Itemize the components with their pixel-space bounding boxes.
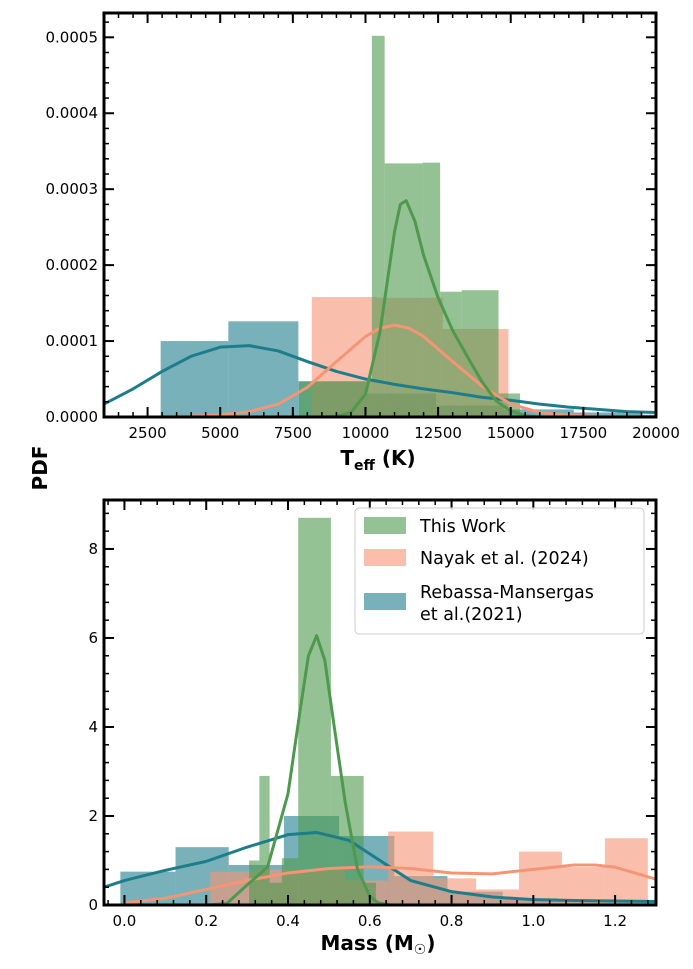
temperature-x-axis-label-sub: eff xyxy=(354,458,375,474)
temperature-series-1-kde-line xyxy=(191,323,598,417)
temperature-xtick-label: 2500 xyxy=(128,424,166,442)
mass-ytick-label: 4 xyxy=(88,718,98,736)
temperature-xtick-label: 17500 xyxy=(560,424,608,442)
mass-histogram-panel: 0.0 0.2 0.4 0.6 0.8 1.0 1.2 0 2 4 6 8 Mass (M☉) Thi… xyxy=(88,498,658,958)
mass-series-2-kde-line xyxy=(206,634,391,905)
temperature-ytick-label: 0.0001 xyxy=(46,332,99,350)
temperature-xtick-label: 15000 xyxy=(487,424,535,442)
mass-axes-frame xyxy=(102,498,658,907)
temperature-series-0-kde-line xyxy=(104,344,656,414)
legend-label: This Work xyxy=(419,517,507,537)
temperature-series-2-bar-3 xyxy=(422,162,441,417)
temperature-x-axis-label: Teff (K) xyxy=(340,446,415,474)
legend-label: Rebassa-Mansergas xyxy=(420,583,594,603)
temperature-series-0-bar-0 xyxy=(160,341,229,417)
legend-box xyxy=(354,507,645,635)
temperature-ytick-label: 0.0005 xyxy=(46,28,99,46)
mass-series-1-bar-8 xyxy=(561,867,605,905)
mass-series-2-bar-4 xyxy=(298,517,331,905)
legend-swatch xyxy=(364,517,406,534)
legend-label: et al.(2021) xyxy=(420,605,523,625)
legend: This Work Nayak et al. (2024) Rebassa-Mans… xyxy=(354,507,645,635)
mass-series-2-bar-3 xyxy=(281,858,299,905)
temperature-series-0-bar-1 xyxy=(228,321,299,417)
mass-xtick-label: 0.2 xyxy=(194,912,218,930)
mass-series-1-bar-7 xyxy=(519,851,562,905)
temperature-xtick-label: 12500 xyxy=(414,424,462,442)
temperature-histogram-panel: 2500 5000 7500 10000 12500 15000 17500 20000 0.0… xyxy=(46,11,680,474)
legend-swatch xyxy=(364,593,406,610)
temperature-xtick-label: 20000 xyxy=(632,424,680,442)
mass-plot-area xyxy=(104,517,656,905)
temperature-series-2-bar-4 xyxy=(440,291,462,417)
mass-series-2-bar-0 xyxy=(249,860,260,905)
legend-swatch xyxy=(364,549,406,566)
mass-ytick-label: 8 xyxy=(88,540,98,558)
mass-ytick-label: 2 xyxy=(88,807,98,825)
mass-series-0-kde-line xyxy=(104,830,656,903)
temperature-xtick-label: 10000 xyxy=(342,424,390,442)
temperature-axes-frame xyxy=(102,11,658,419)
temperature-plot-area xyxy=(104,35,656,417)
mass-xtick-label: 1.2 xyxy=(603,912,627,930)
legend-items: This Work Nayak et al. (2024) Rebassa-Mans… xyxy=(364,517,594,625)
temperature-ytick-label: 0.0002 xyxy=(46,256,99,274)
mass-xtick-label: 0.4 xyxy=(276,912,300,930)
mass-x-axis-label-main: Mass (M xyxy=(321,931,414,955)
mass-ytick-label: 0 xyxy=(88,896,98,914)
temperature-series-0-bar-6 xyxy=(573,412,642,417)
mass-ytick-label: 6 xyxy=(88,629,98,647)
temperature-ytick-label: 0.0000 xyxy=(46,408,99,426)
mass-x-axis-label: Mass (M☉) xyxy=(321,931,436,958)
mass-x-axis-label-symbol: ☉ xyxy=(414,942,427,958)
mass-xtick-label: 0.6 xyxy=(358,912,382,930)
legend-label: Nayak et al. (2024) xyxy=(420,549,589,569)
temperature-series-2-kde-line xyxy=(321,199,540,417)
mass-x-axis-label-close: ) xyxy=(426,931,435,955)
mass-series-2-bar-2 xyxy=(269,882,282,905)
temperature-series-2-bar-2 xyxy=(384,163,423,417)
temperature-xtick-label: 7500 xyxy=(274,424,312,442)
mass-xtick-label: 0.8 xyxy=(440,912,464,930)
temperature-x-axis-label-unit: (K) xyxy=(375,446,416,470)
temperature-ytick-label: 0.0004 xyxy=(46,104,99,122)
temperature-tick-labels: 2500 5000 7500 10000 12500 15000 17500 20000 0.0… xyxy=(46,28,680,442)
temperature-xtick-label: 5000 xyxy=(201,424,239,442)
temperature-ytick-label: 0.0003 xyxy=(46,180,99,198)
mass-series-1-kde-line xyxy=(124,863,656,905)
temperature-x-axis-label-main: T xyxy=(340,446,354,470)
mass-xtick-label: 1.0 xyxy=(521,912,545,930)
mass-tick-labels: 0.0 0.2 0.4 0.6 0.8 1.0 1.2 0 2 4 6 8 xyxy=(88,540,627,930)
mass-xtick-label: 0.0 xyxy=(113,912,137,930)
shared-y-axis-label: PDF xyxy=(28,446,52,491)
